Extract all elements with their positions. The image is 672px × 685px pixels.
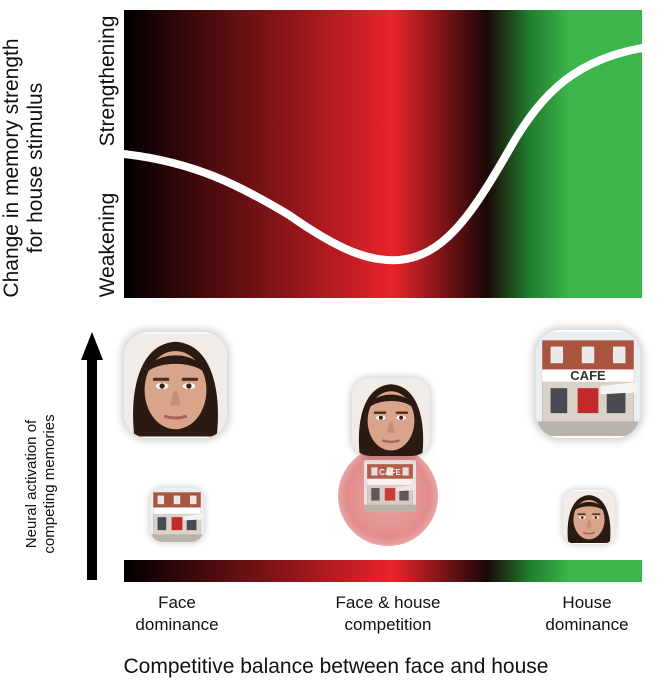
y-tick-weakening: Weakening xyxy=(96,192,119,298)
house-image-large: CAFE xyxy=(536,330,640,438)
x-category-face-dominance-line2: dominance xyxy=(135,615,219,634)
y-axis-label-line1: Change in memory strength xyxy=(0,38,23,298)
chart-background-gradient xyxy=(124,10,642,298)
y-axis-label: Change in memory strength for house stim… xyxy=(0,18,50,318)
x-category-house-dominance-line2: dominance xyxy=(545,615,629,634)
house-image-medium: CAFE xyxy=(358,460,422,512)
house-image-small xyxy=(150,488,204,542)
x-axis-title: Competitive balance between face and hou… xyxy=(123,655,549,678)
face-image-small xyxy=(563,490,615,544)
activation-label: Neural activation of competing memories xyxy=(23,394,61,574)
x-category-face-dominance: Face dominance xyxy=(92,592,262,636)
face-image-medium xyxy=(352,378,430,456)
x-category-house-dominance: House dominance xyxy=(502,592,672,636)
activation-label-line2: competing memories xyxy=(41,414,58,554)
balance-gradient-bar xyxy=(124,560,642,582)
y-tick-strengthening: Strengthening xyxy=(96,15,119,147)
chart-panel xyxy=(124,10,642,298)
cafe-sign-medium: CAFE xyxy=(379,468,401,477)
x-category-face-dominance-line1: Face xyxy=(158,593,196,612)
activation-arrow xyxy=(81,332,103,580)
y-axis-label-line2: for house stimulus xyxy=(24,82,47,254)
x-category-competition: Face & house competition xyxy=(303,592,473,636)
face-image-large xyxy=(124,332,227,438)
memory-change-curve xyxy=(124,44,642,265)
cafe-sign-large: CAFE xyxy=(570,368,606,383)
x-category-competition-line1: Face & house xyxy=(335,593,441,612)
activation-label-line1: Neural activation of xyxy=(23,419,40,549)
x-category-competition-line2: competition xyxy=(344,615,432,634)
x-category-house-dominance-line1: House xyxy=(562,593,612,612)
